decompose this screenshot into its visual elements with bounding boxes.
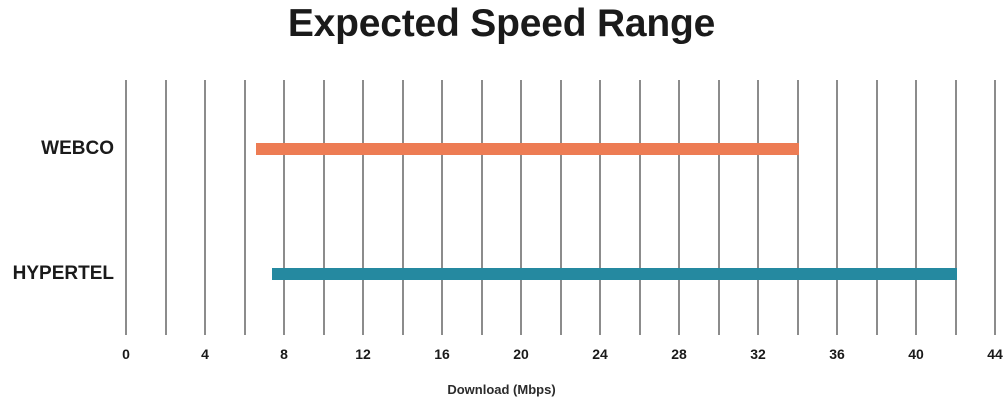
gridline	[520, 80, 522, 335]
x-tick-label: 0	[122, 346, 130, 362]
gridline	[362, 80, 364, 335]
gridline	[243, 80, 246, 335]
gridline	[796, 80, 799, 335]
range-bar[interactable]	[272, 268, 958, 280]
gridline	[559, 80, 562, 335]
x-tick-label: 20	[513, 346, 529, 362]
gridline	[125, 80, 127, 335]
x-tick-label: 16	[434, 346, 450, 362]
gridline	[915, 80, 917, 335]
gridline	[204, 80, 206, 335]
category-label: WEBCO	[41, 138, 114, 159]
gridline	[322, 80, 325, 335]
gridline	[164, 80, 167, 335]
x-tick-label: 28	[671, 346, 687, 362]
gridline	[994, 80, 996, 335]
x-tick-label: 36	[829, 346, 845, 362]
gridline	[954, 80, 957, 335]
gridline	[717, 80, 720, 335]
x-tick-label: 24	[592, 346, 608, 362]
gridline	[441, 80, 443, 335]
gridline	[401, 80, 404, 335]
x-tick-label: 8	[280, 346, 288, 362]
gridline	[836, 80, 838, 335]
x-axis-title: Download (Mbps)	[447, 382, 556, 397]
gridline	[757, 80, 759, 335]
x-tick-label: 44	[987, 346, 1003, 362]
gridline	[283, 80, 285, 335]
gridline	[599, 80, 601, 335]
x-tick-label: 4	[201, 346, 209, 362]
gridline	[678, 80, 680, 335]
category-label: HYPERTEL	[12, 263, 114, 284]
range-bar[interactable]	[256, 143, 800, 155]
x-tick-label: 32	[750, 346, 766, 362]
plot-area	[125, 80, 996, 335]
x-tick-label: 12	[355, 346, 371, 362]
x-tick-label: 40	[908, 346, 924, 362]
gridline	[638, 80, 641, 335]
gridline	[875, 80, 878, 335]
chart-title: Expected Speed Range	[287, 2, 716, 45]
gridline	[480, 80, 483, 335]
